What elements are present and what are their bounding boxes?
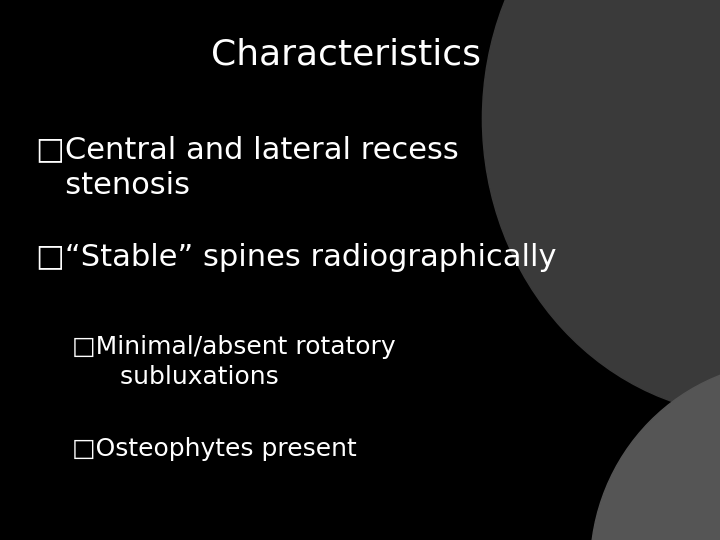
- Text: □“Stable” spines radiographically: □“Stable” spines radiographically: [36, 243, 557, 272]
- Text: □Central and lateral recess
   stenosis: □Central and lateral recess stenosis: [36, 135, 459, 200]
- Text: □Osteophytes present: □Osteophytes present: [72, 437, 356, 461]
- Text: Characteristics: Characteristics: [210, 38, 481, 72]
- Ellipse shape: [590, 362, 720, 540]
- Text: □Minimal/absent rotatory
      subluxations: □Minimal/absent rotatory subluxations: [72, 335, 395, 388]
- Ellipse shape: [482, 0, 720, 416]
